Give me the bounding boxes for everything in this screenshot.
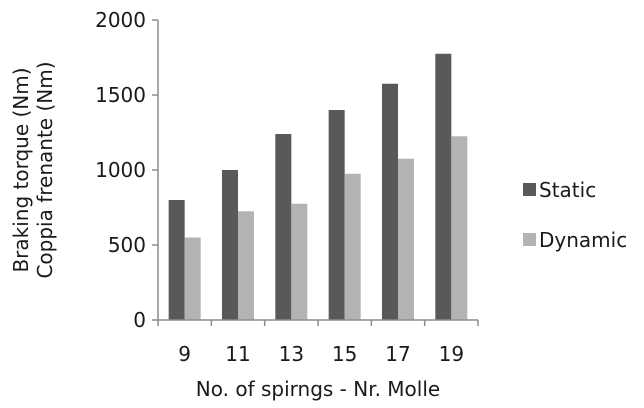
x-tick-label-17: 17 [385, 342, 410, 366]
x-axis-title: No. of spirngs - Nr. Molle [196, 377, 440, 401]
bar-static-17 [382, 83, 398, 320]
x-tick-label-13: 13 [279, 342, 304, 366]
legend-label-dynamic: Dynamic [539, 228, 627, 252]
bars-group [168, 53, 468, 320]
y-tick-label-500: 500 [108, 233, 146, 257]
bar-static-19 [435, 53, 452, 320]
legend-swatch-dynamic [523, 233, 536, 246]
x-tick-label-11: 11 [225, 342, 250, 366]
y-tick-label-0: 0 [133, 308, 146, 332]
bar-static-9 [168, 200, 185, 320]
bar-dynamic-9 [184, 237, 201, 320]
legend-swatch-static [523, 183, 536, 196]
bar-dynamic-15 [344, 173, 361, 320]
legend-label-static: Static [539, 178, 596, 202]
y-tick-label-1500: 1500 [95, 83, 146, 107]
legend: Static Dynamic [523, 178, 627, 252]
y-tick-label-1000: 1000 [95, 158, 146, 182]
bar-static-11 [222, 170, 238, 320]
y-tick-label-2000: 2000 [95, 8, 146, 32]
bar-static-15 [328, 110, 345, 320]
x-tick-label-9: 9 [178, 342, 191, 366]
bar-static-13 [275, 134, 292, 320]
bar-dynamic-19 [451, 136, 468, 320]
x-tick-label-15: 15 [332, 342, 357, 366]
bar-dynamic-11 [238, 211, 254, 320]
y-axis-title-line-1: Braking torque (Nm) [9, 67, 33, 272]
bar-dynamic-17 [398, 158, 414, 320]
x-tick-label-19: 19 [439, 342, 464, 366]
bar-dynamic-13 [291, 203, 308, 320]
y-axis-title-line-2: Coppia frenante (Nm) [33, 61, 57, 278]
y-ticks-group: 0 500 1000 1500 2000 [95, 8, 158, 332]
x-ticks-group: 9 11 13 15 17 19 [157, 320, 479, 366]
